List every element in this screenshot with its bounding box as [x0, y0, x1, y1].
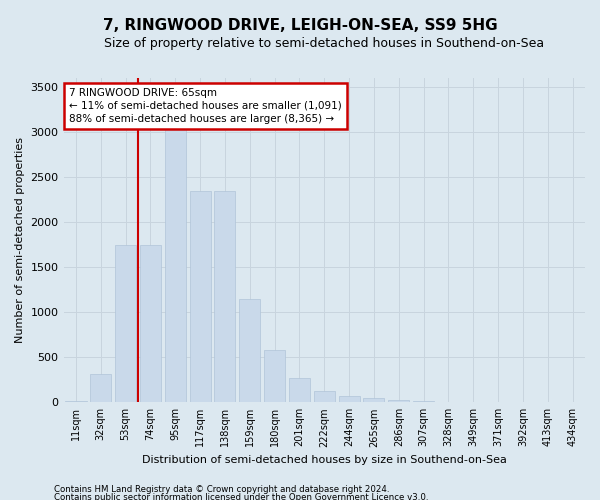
Bar	[90, 374, 112, 402]
Bar	[314, 392, 335, 402]
Bar	[190, 190, 211, 402]
Bar	[289, 378, 310, 402]
Bar	[140, 244, 161, 402]
Text: 7, RINGWOOD DRIVE, LEIGH-ON-SEA, SS9 5HG: 7, RINGWOOD DRIVE, LEIGH-ON-SEA, SS9 5HG	[103, 18, 497, 32]
Bar	[338, 396, 359, 402]
Bar	[388, 400, 409, 402]
Title: Size of property relative to semi-detached houses in Southend-on-Sea: Size of property relative to semi-detach…	[104, 38, 544, 51]
Bar	[214, 190, 235, 402]
Y-axis label: Number of semi-detached properties: Number of semi-detached properties	[15, 137, 25, 343]
Bar	[165, 128, 186, 402]
Bar	[65, 400, 86, 402]
Text: Contains HM Land Registry data © Crown copyright and database right 2024.: Contains HM Land Registry data © Crown c…	[54, 485, 389, 494]
X-axis label: Distribution of semi-detached houses by size in Southend-on-Sea: Distribution of semi-detached houses by …	[142, 455, 507, 465]
Text: Contains public sector information licensed under the Open Government Licence v3: Contains public sector information licen…	[54, 492, 428, 500]
Bar	[364, 398, 385, 402]
Text: 7 RINGWOOD DRIVE: 65sqm
← 11% of semi-detached houses are smaller (1,091)
88% of: 7 RINGWOOD DRIVE: 65sqm ← 11% of semi-de…	[69, 88, 341, 124]
Bar	[239, 298, 260, 403]
Bar	[115, 244, 136, 402]
Bar	[264, 350, 285, 403]
